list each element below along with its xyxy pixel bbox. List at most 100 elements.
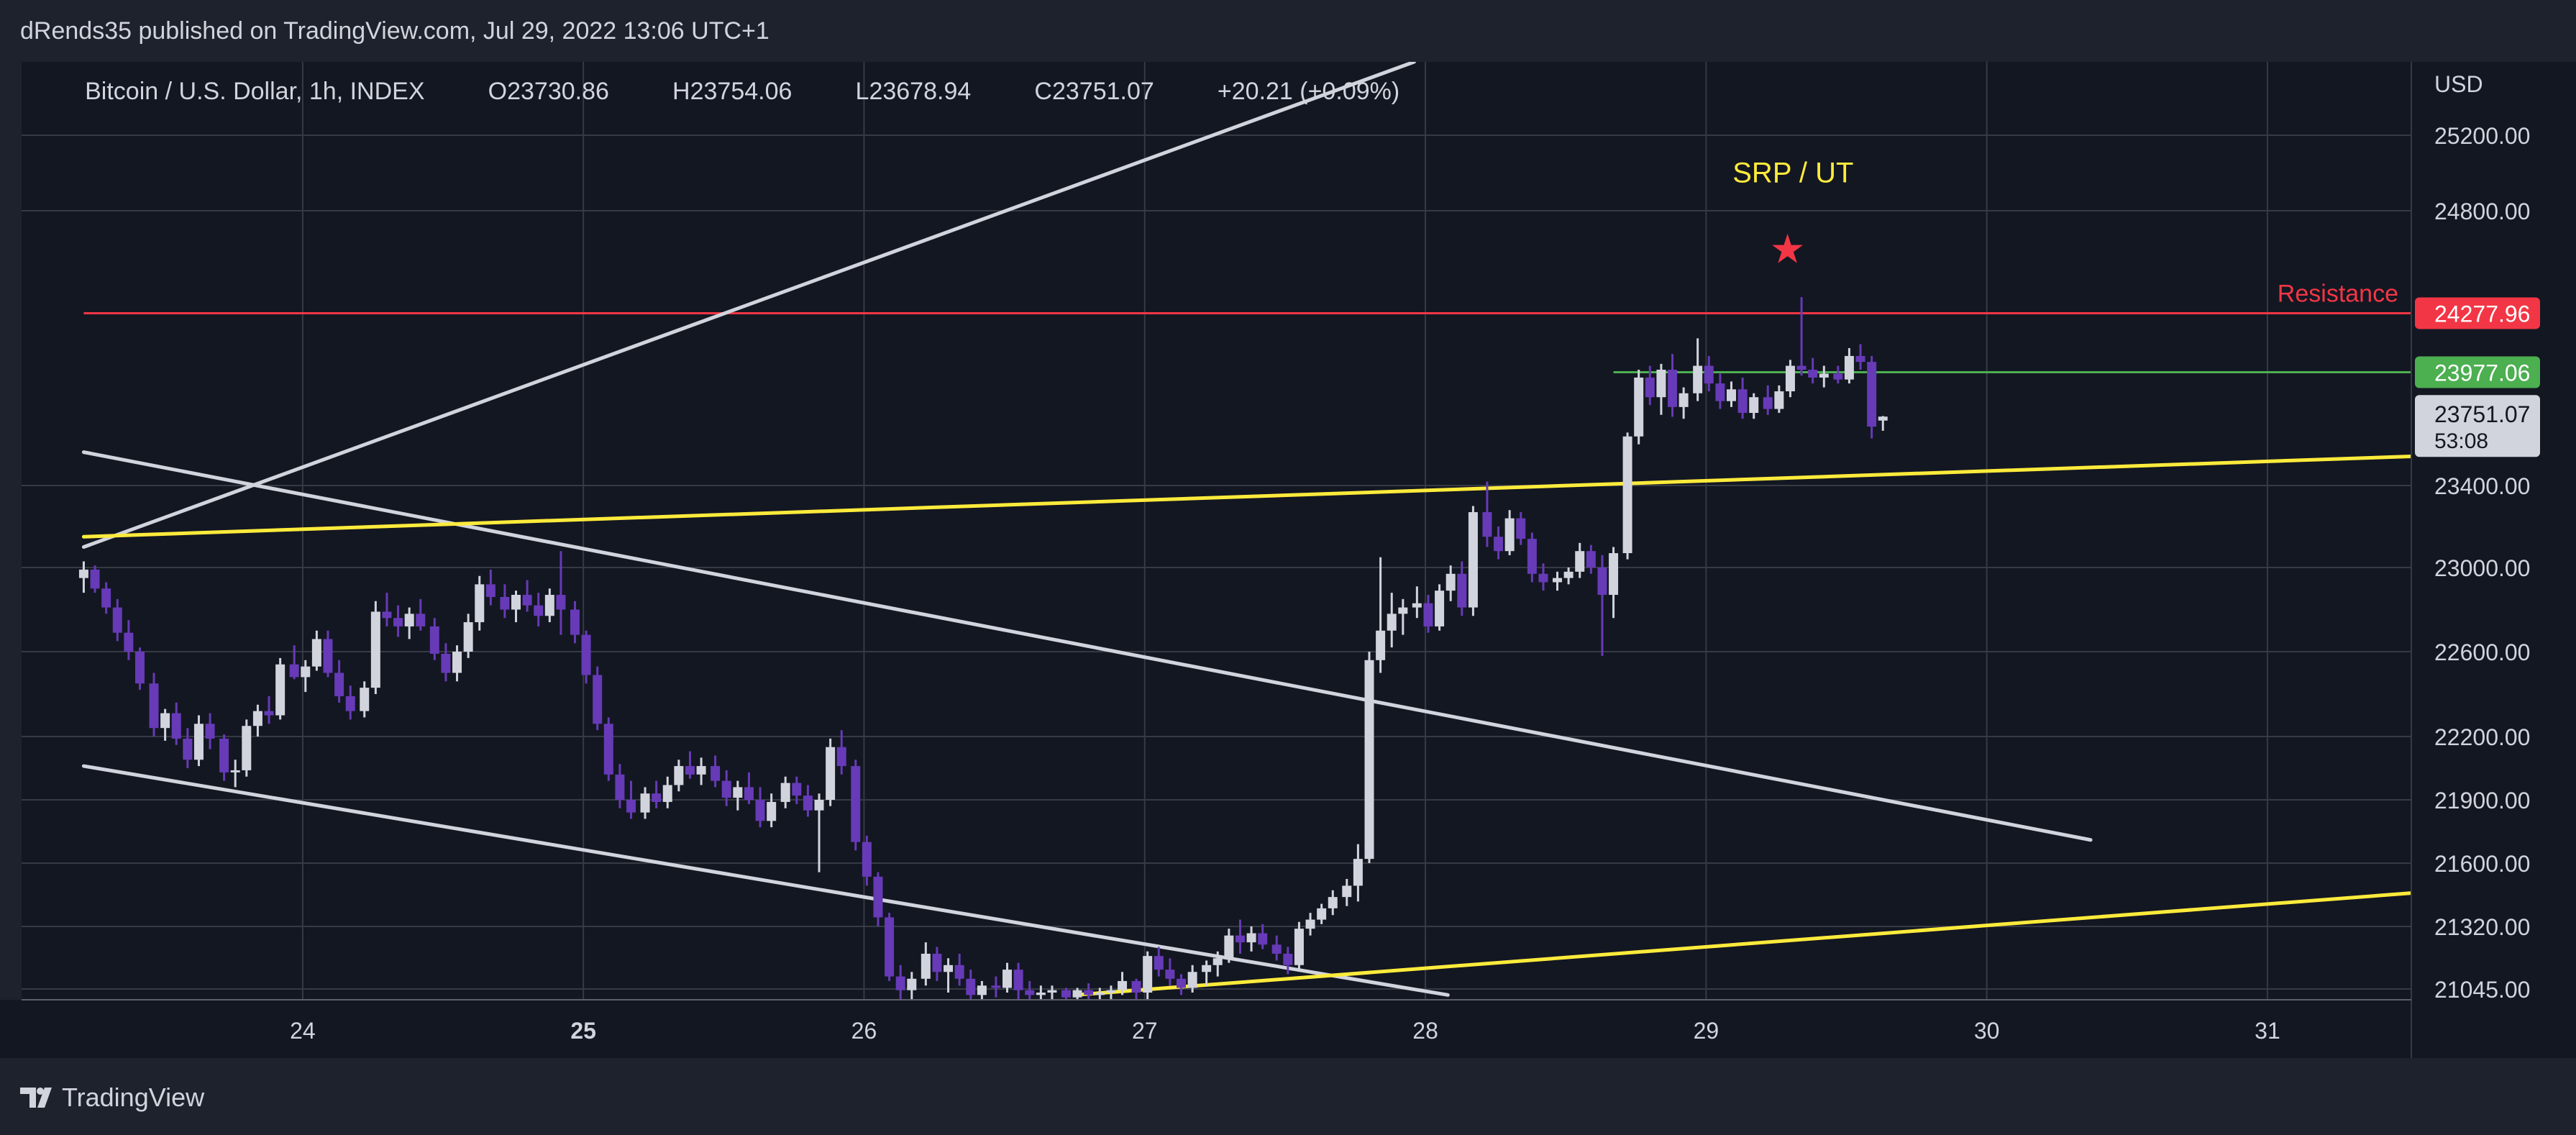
candle-body: [1364, 660, 1374, 860]
candle-body: [124, 632, 134, 652]
candle: [1025, 980, 1035, 1000]
time-axis[interactable]: 24 25 26 27 28 29 30 31: [290, 1018, 2280, 1044]
candle-body: [1423, 603, 1433, 626]
symbol-legend[interactable]: Bitcoin / U.S. Dollar, 1h, INDEX O23730.…: [37, 78, 1433, 105]
candle: [1597, 555, 1607, 656]
candle: [921, 942, 931, 986]
price-level-badge: [2415, 297, 2540, 329]
candle-body: [441, 653, 451, 673]
candle: [500, 584, 510, 619]
candle: [780, 776, 790, 808]
candle: [895, 965, 905, 1000]
candle: [1749, 393, 1759, 419]
candle-body: [90, 569, 100, 589]
candle-body: [275, 664, 286, 716]
candle-body: [1143, 956, 1153, 993]
candle-body: [1258, 933, 1268, 945]
candle: [1575, 542, 1585, 578]
price-axis[interactable]: USD 25200.00 24800.00 23400.00 23000.00 22600…: [2434, 71, 2530, 1003]
price-axis-background: [2411, 62, 2576, 1058]
candle-body: [1693, 365, 1703, 393]
tradingview-logo[interactable]: TradingView: [20, 1082, 205, 1112]
candle-body: [311, 639, 321, 667]
candle: [1622, 432, 1632, 560]
candle: [416, 598, 426, 631]
candle-body: [1516, 518, 1526, 539]
candle-body: [780, 783, 790, 802]
candle-body: [1002, 970, 1013, 988]
candle-body: [1704, 365, 1714, 384]
candle: [1246, 926, 1256, 952]
price-axis-tick-label: 21600.00: [2434, 851, 2530, 877]
candle: [932, 947, 942, 981]
candle-body: [652, 793, 662, 802]
candle: [885, 913, 895, 981]
candle: [160, 708, 170, 741]
time-axis-background: [0, 1000, 2576, 1058]
candle: [112, 598, 122, 642]
candle: [149, 673, 159, 737]
tradingview-logo-icon: [20, 1088, 52, 1108]
candle: [544, 588, 554, 623]
candle: [1457, 561, 1467, 616]
candle-body: [171, 713, 181, 739]
candle-body: [814, 800, 824, 811]
candle: [242, 719, 252, 777]
trendline: [81, 450, 2093, 842]
candle-body: [615, 774, 625, 800]
candle-body: [511, 595, 521, 610]
candle: [954, 953, 964, 986]
trendline: [81, 455, 2411, 539]
candle-body: [966, 978, 976, 995]
candle-body: [289, 664, 299, 678]
candle-body: [1435, 591, 1445, 626]
candle: [345, 685, 355, 720]
candle-body: [1398, 607, 1408, 614]
candle: [767, 793, 777, 828]
candle-body: [112, 607, 122, 633]
candle: [230, 760, 240, 788]
candle-body: [183, 738, 193, 760]
candle-body: [1808, 370, 1818, 378]
candle: [1187, 965, 1197, 993]
candle: [1819, 365, 1829, 388]
candle: [581, 630, 591, 684]
legend-high: H23754.06: [672, 78, 792, 105]
price-axis-tick-label: 21900.00: [2434, 788, 2530, 813]
candle-body: [1597, 568, 1607, 596]
time-axis-tick-label: 26: [851, 1018, 877, 1044]
candle: [1516, 512, 1526, 545]
candle: [991, 976, 1001, 998]
candle: [711, 755, 721, 788]
srp-ut-label: SRP / UT: [1732, 158, 1853, 189]
candle-body: [932, 953, 942, 972]
candle-body: [885, 917, 895, 977]
candle: [1013, 962, 1023, 1000]
time-axis-tick-label: 27: [1132, 1018, 1158, 1044]
candle-body: [1785, 365, 1795, 392]
candle-body: [767, 801, 777, 821]
candle: [1342, 879, 1352, 906]
candle: [360, 681, 370, 718]
candle-body: [360, 688, 370, 711]
candle: [370, 601, 380, 694]
candle: [1202, 960, 1212, 986]
candle-body: [1212, 958, 1223, 965]
candle: [674, 760, 684, 792]
candle-body: [205, 724, 215, 739]
candle-body: [1084, 990, 1094, 995]
candle: [1224, 929, 1234, 963]
annotations: SRP / UT ★ Resistance: [1732, 158, 2398, 308]
candle: [1118, 972, 1128, 995]
candle-body: [954, 965, 964, 979]
candle: [1084, 983, 1094, 1000]
candle: [1283, 947, 1293, 975]
candle-body: [1317, 908, 1327, 920]
candle-body: [1622, 436, 1632, 554]
candle-body: [1749, 397, 1759, 414]
candle-body: [1072, 990, 1082, 998]
candle: [685, 751, 695, 779]
price-axis-currency: USD: [2434, 71, 2483, 97]
candle-body: [78, 569, 88, 578]
